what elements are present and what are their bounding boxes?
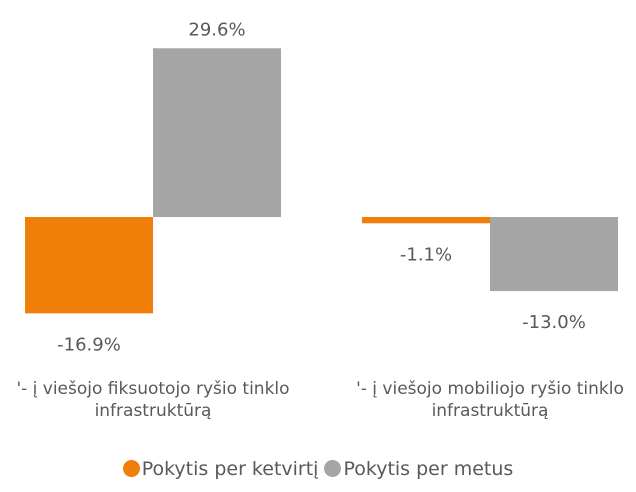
legend-item: Pokytis per metus: [324, 458, 513, 480]
bar: [153, 48, 281, 217]
legend-marker: [122, 460, 140, 477]
data-label: -16.9%: [57, 334, 121, 355]
plot: -16.9% -1.1% 29.6% -13.0%: [25, 19, 618, 355]
legend-label: Pokytis per ketvirtį: [141, 458, 319, 480]
bar: [490, 217, 618, 292]
legend: Pokytis per ketvirtį Pokytis per metus: [0, 458, 636, 480]
legend-item: Pokytis per ketvirtį: [122, 458, 319, 480]
legend-label: Pokytis per metus: [343, 458, 514, 480]
data-label: -13.0%: [522, 312, 586, 333]
category-label: '- į viešojo mobiliojo ryšio tinklo infr…: [356, 379, 624, 421]
bar: [25, 217, 153, 314]
data-label: -1.1%: [400, 244, 452, 265]
category-label: '- į viešojo fiksuotojo ryšio tinklo inf…: [16, 379, 290, 421]
legend-marker: [324, 460, 342, 477]
data-label: 29.6%: [188, 19, 245, 40]
bar: [362, 217, 490, 224]
